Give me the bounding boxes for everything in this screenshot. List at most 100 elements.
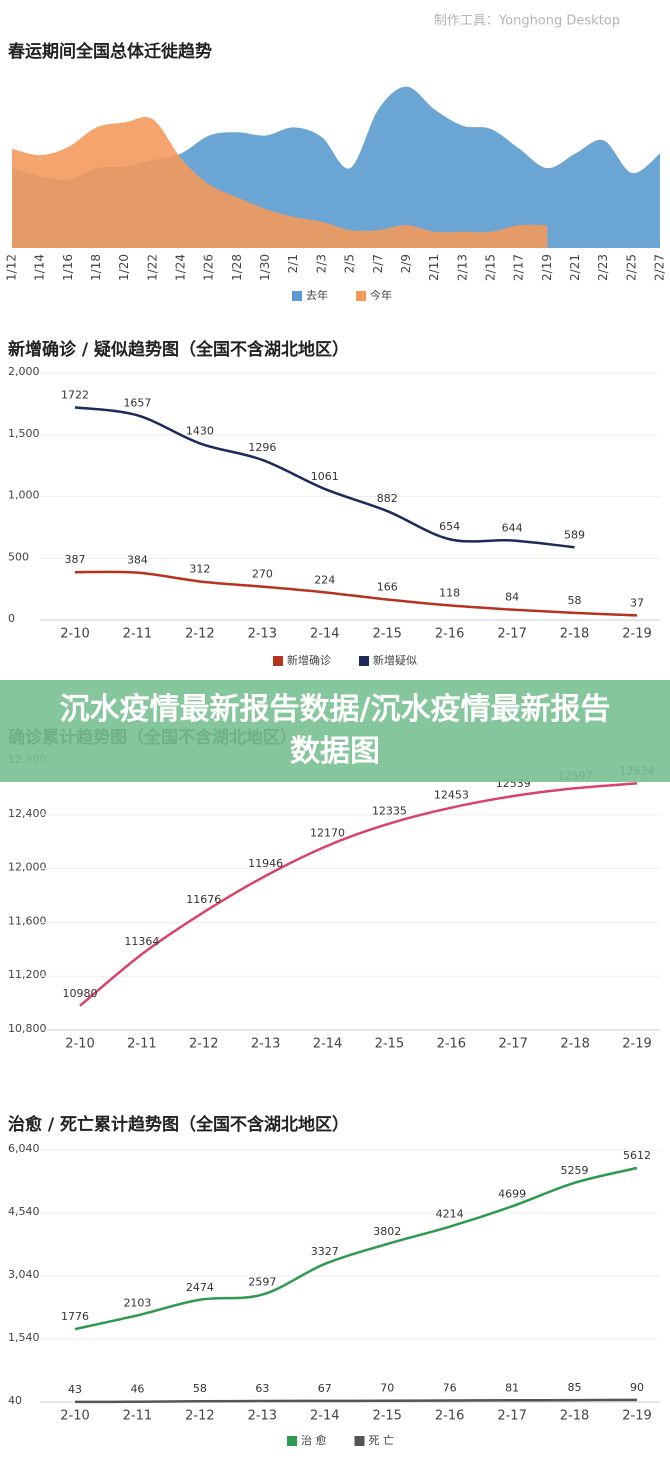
x-tick-label: 1/24: [174, 254, 188, 281]
watermark: 制作工具：Yonghong Desktop: [434, 14, 620, 29]
x-tick-label: 1/12: [5, 254, 19, 281]
x-tick-label: 2-14: [310, 627, 340, 642]
x-tick-label: 2/5: [343, 254, 357, 273]
data-label: 11676: [186, 893, 221, 906]
x-tick-label: 2-13: [248, 627, 278, 642]
y-tick-label: 1,000: [8, 489, 40, 502]
data-label: 1657: [123, 396, 151, 409]
x-tick-label: 2-12: [185, 627, 215, 642]
data-label: 1776: [61, 1310, 89, 1323]
x-tick-label: 2-15: [375, 1037, 405, 1052]
legend-swatch: [359, 656, 369, 666]
chart-title: 治愈 / 死亡累计趋势图（全国不含湖北地区）: [8, 1114, 349, 1135]
x-tick-label: 2-11: [127, 1037, 157, 1052]
legend-label: 治 愈: [301, 1433, 327, 1447]
data-label: 644: [502, 521, 523, 534]
data-label: 37: [630, 596, 644, 609]
data-label: 384: [127, 554, 148, 567]
data-label: 11364: [124, 935, 159, 948]
data-label: 63: [255, 1382, 269, 1395]
legend-label: 新增确诊: [287, 653, 331, 667]
x-tick-label: 2-15: [372, 1409, 402, 1424]
x-tick-label: 2-19: [622, 627, 652, 642]
x-tick-label: 2-19: [622, 1037, 652, 1052]
banner: 沉水疫情最新报告数据/沉水疫情最新报告数据图: [0, 680, 670, 782]
data-label: 4699: [498, 1187, 526, 1200]
data-label: 3802: [373, 1225, 401, 1238]
x-tick-label: 2-18: [560, 1037, 590, 1052]
y-tick-label: 4,540: [8, 1205, 40, 1218]
y-tick-label: 500: [8, 550, 29, 563]
x-tick-label: 2/21: [568, 254, 582, 281]
data-label: 58: [568, 594, 582, 607]
x-tick-label: 2-10: [60, 1409, 90, 1424]
legend-label: 今年: [370, 288, 392, 302]
data-label: 2474: [186, 1281, 214, 1294]
x-tick-label: 2/9: [399, 254, 413, 273]
legend-label: 去年: [306, 288, 328, 302]
legend-swatch: [287, 1436, 297, 1446]
y-tick-label: 0: [8, 612, 15, 625]
x-tick-label: 2-14: [310, 1409, 340, 1424]
x-tick-label: 2-13: [251, 1037, 281, 1052]
line: [79, 782, 638, 1007]
x-tick-label: 2/1: [286, 254, 300, 273]
data-label: 882: [377, 492, 398, 505]
legend-swatch: [356, 291, 366, 301]
chart-title: 新增确诊 / 疑似趋势图（全国不含湖北地区）: [8, 339, 349, 360]
data-label: 1722: [61, 388, 89, 401]
x-tick-label: 2/17: [512, 254, 526, 281]
x-tick-label: 2/25: [624, 254, 638, 281]
x-tick-label: 1/16: [61, 254, 75, 281]
x-tick-label: 2-17: [498, 1037, 528, 1052]
data-label: 76: [443, 1381, 457, 1394]
x-tick-label: 2/19: [540, 254, 554, 281]
x-tick-label: 1/22: [145, 254, 159, 281]
x-tick-label: 2-16: [435, 1409, 465, 1424]
y-tick-label: 11,600: [8, 914, 47, 927]
x-tick-label: 2-10: [60, 627, 90, 642]
x-tick-label: 2/3: [314, 254, 328, 273]
x-tick-label: 2-11: [123, 1409, 153, 1424]
line: [74, 1398, 638, 1404]
x-tick-label: 2/27: [653, 254, 667, 281]
legend-label: 新增疑似: [373, 653, 417, 667]
data-label: 5259: [561, 1164, 589, 1177]
data-label: 3327: [311, 1245, 339, 1258]
x-tick-label: 2-18: [560, 1409, 590, 1424]
x-tick-label: 2/11: [427, 254, 441, 281]
x-tick-label: 2-17: [497, 627, 527, 642]
x-tick-label: 1/18: [89, 254, 103, 281]
x-tick-label: 1/14: [33, 254, 47, 281]
data-label: 90: [630, 1381, 644, 1394]
legend-swatch: [354, 1436, 365, 1446]
data-label: 387: [65, 553, 86, 566]
data-label: 43: [68, 1383, 82, 1396]
data-label: 4214: [436, 1208, 464, 1221]
legend-swatch: [273, 656, 283, 666]
data-label: 10980: [63, 987, 98, 1000]
legend-swatch: [292, 291, 302, 301]
x-tick-label: 2/7: [371, 254, 385, 273]
y-tick-label: 1,540: [8, 1331, 40, 1344]
data-label: 589: [564, 528, 585, 541]
data-label: 85: [568, 1381, 582, 1394]
x-tick-label: 2-17: [497, 1409, 527, 1424]
line: [74, 406, 575, 549]
x-tick-label: 2-13: [248, 1409, 278, 1424]
chart-title: 春运期间全国总体迁徙趋势: [8, 41, 212, 62]
data-label: 12453: [434, 789, 469, 802]
data-label: 67: [318, 1382, 332, 1395]
line: [74, 1166, 638, 1331]
y-tick-label: 11,200: [8, 968, 47, 981]
data-label: 166: [377, 580, 398, 593]
data-label: 224: [314, 573, 335, 586]
x-tick-label: 2-18: [560, 627, 590, 642]
data-label: 81: [505, 1381, 519, 1394]
y-tick-label: 12,000: [8, 861, 47, 874]
x-tick-label: 1/20: [117, 254, 131, 281]
data-label: 1430: [186, 424, 214, 437]
x-tick-label: 2/15: [483, 254, 497, 281]
